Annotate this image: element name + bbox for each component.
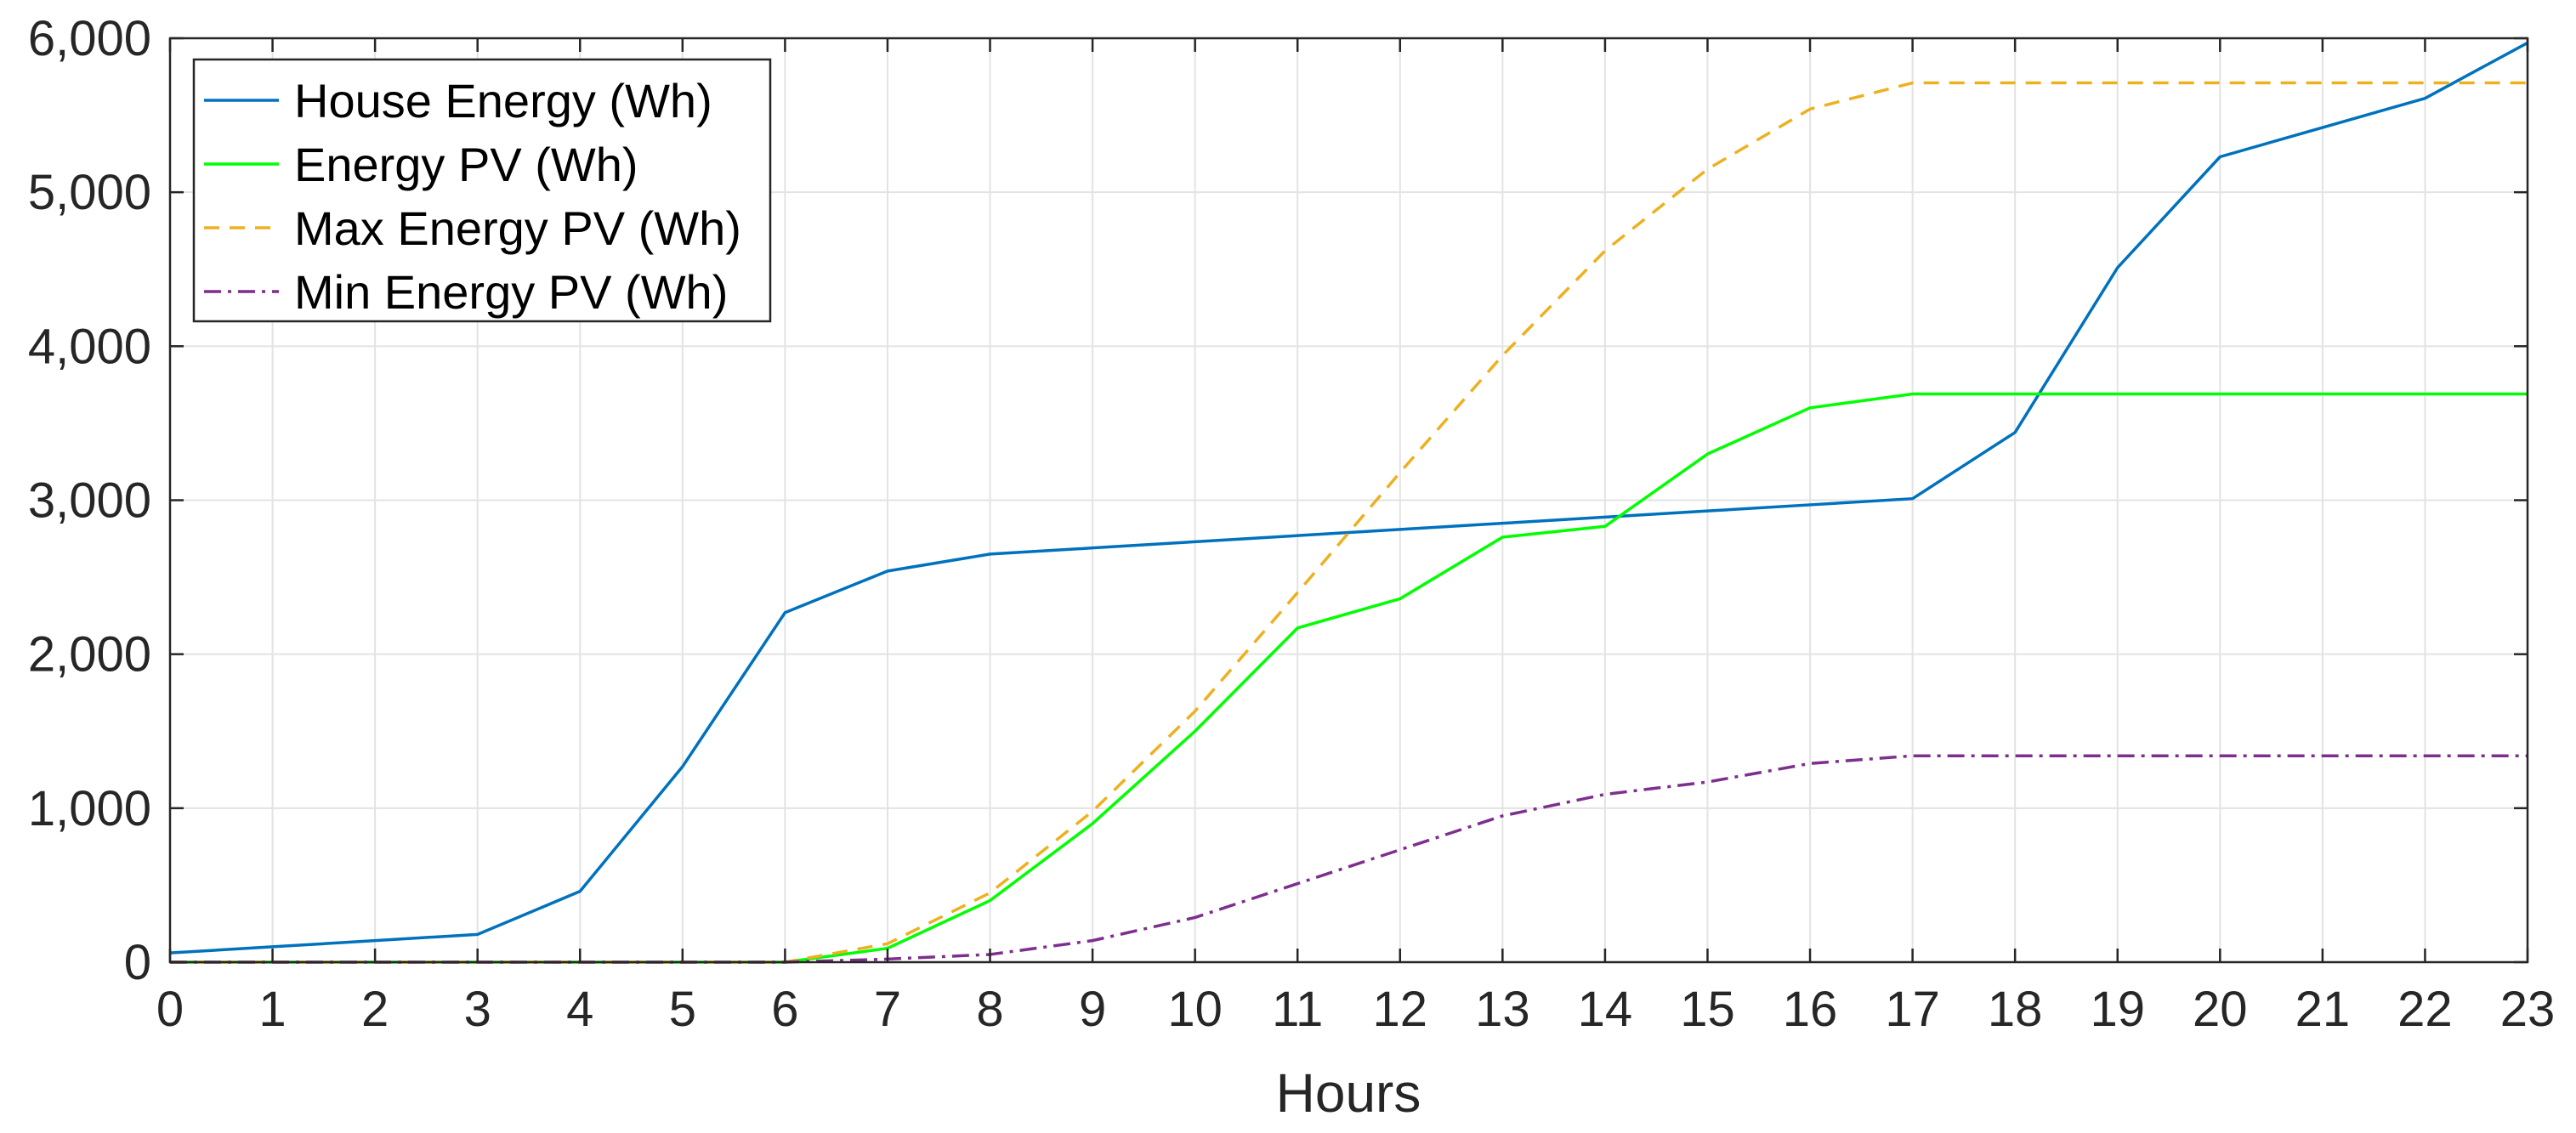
y-tick-labels: 0 1,000 2,000 3,000 4,000 5,000 6,000 — [28, 11, 151, 990]
legend-box — [192, 58, 772, 323]
x-tick-label: 17 — [1885, 982, 1940, 1037]
x-tick-label: 12 — [1373, 982, 1428, 1037]
x-tick-label: 18 — [1988, 982, 2043, 1037]
x-tick-label: 13 — [1475, 982, 1530, 1037]
y-tick-label: 4,000 — [28, 319, 151, 374]
x-tick-label: 16 — [1783, 982, 1838, 1037]
x-tick-label: 0 — [156, 982, 184, 1037]
legend-label: Max Energy PV (Wh) — [294, 201, 741, 255]
x-tick-label: 5 — [669, 982, 696, 1037]
series-line-min-energy-pv-wh — [170, 754, 2528, 964]
x-tick-label: 1 — [258, 982, 286, 1037]
x-tick-label: 4 — [566, 982, 593, 1037]
ticks — [168, 37, 2529, 964]
x-tick-label: 2 — [361, 982, 389, 1037]
x-tick-label: 11 — [1272, 982, 1323, 1037]
x-tick-label: 14 — [1578, 982, 1633, 1037]
x-tick-label: 21 — [2295, 982, 2351, 1037]
x-tick-labels: 0 1 2 3 4 5 6 7 8 9 10 11 12 13 14 15 16 17 18 19 20 21 22 23 — [156, 982, 2555, 1037]
x-tick-label: 7 — [874, 982, 901, 1037]
legend-label: Energy PV (Wh) — [294, 138, 638, 191]
series-line-house-energy-wh — [169, 41, 2528, 955]
x-tick-label: 6 — [771, 982, 798, 1037]
y-tick-label: 0 — [124, 935, 151, 990]
x-tick-label: 19 — [2090, 982, 2145, 1037]
x-tick-label: 20 — [2193, 982, 2248, 1037]
legend: House Energy (Wh) Energy PV (Wh) Max Energ… — [192, 58, 772, 323]
x-tick-label: 9 — [1079, 982, 1106, 1037]
legend-label: House Energy (Wh) — [294, 74, 712, 127]
x-tick-label: 8 — [976, 982, 1003, 1037]
x-tick-label: 3 — [464, 982, 491, 1037]
y-tick-label: 6,000 — [28, 11, 151, 66]
x-tick-label: 10 — [1167, 982, 1223, 1037]
x-axis-title: Hours — [1276, 1062, 1421, 1124]
x-tick-label: 23 — [2500, 982, 2556, 1037]
x-tick-label: 22 — [2397, 982, 2453, 1037]
y-tick-label: 2,000 — [28, 627, 151, 683]
y-tick-label: 5,000 — [28, 165, 151, 220]
legend-label: Min Energy PV (Wh) — [294, 265, 728, 319]
x-tick-label: 15 — [1680, 982, 1735, 1037]
y-tick-label: 3,000 — [28, 473, 151, 529]
y-tick-label: 1,000 — [28, 781, 151, 836]
